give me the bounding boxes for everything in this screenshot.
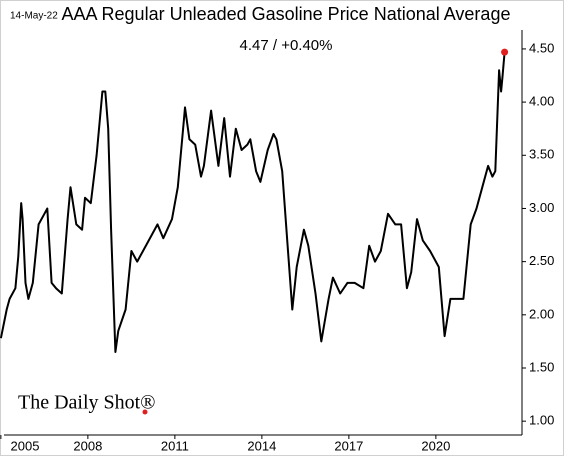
y-tick-label: 2.50 (529, 253, 554, 268)
date-label: 14-May-22 (10, 11, 58, 22)
price-line (0, 52, 506, 353)
watermark-dot (142, 409, 148, 415)
annotation: 4.47 / +0.40% (240, 37, 333, 54)
y-tick-label: 4.00 (529, 94, 554, 109)
y-tick-label: 1.00 (529, 413, 554, 428)
x-tick-label: 2011 (161, 438, 189, 453)
y-tick-label: 4.50 (529, 40, 554, 55)
y-tick-label: 2.00 (529, 306, 554, 321)
x-tick-label: 2014 (247, 438, 276, 453)
y-tick-label: 3.50 (529, 147, 554, 162)
x-tick-label: 2005 (11, 438, 40, 453)
x-tick-label: 2020 (421, 438, 450, 453)
chart-title: AAA Regular Unleaded Gasoline Price Nati… (62, 4, 511, 24)
y-tick-label: 3.00 (529, 200, 554, 215)
x-tick-label: 2008 (73, 438, 102, 453)
watermark: The Daily Shot® (18, 392, 155, 414)
y-tick-label: 1.50 (529, 359, 554, 374)
x-tick-label: 2017 (334, 438, 363, 453)
last-point (501, 48, 509, 56)
